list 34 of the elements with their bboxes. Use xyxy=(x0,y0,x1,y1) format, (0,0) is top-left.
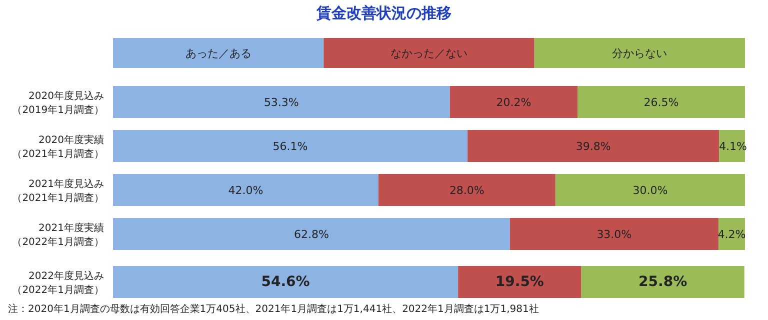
data-label: 39.8% xyxy=(576,140,611,153)
bar xyxy=(510,218,718,250)
bar xyxy=(468,130,720,162)
bar xyxy=(450,86,578,118)
y-tick-label: 2021年度見込み（2021年1月調査） xyxy=(12,178,104,204)
data-label: 33.0% xyxy=(596,228,632,241)
bar xyxy=(555,174,745,206)
data-label: 62.8% xyxy=(294,228,329,241)
y-tick-label: 2022年度見込み（2022年1月調査） xyxy=(12,270,104,296)
data-label: 26.5% xyxy=(644,96,679,109)
data-label: 53.3% xyxy=(264,96,299,109)
y-tick-label: 2021年度実績（2022年1月調査） xyxy=(12,222,104,248)
data-label: 30.0% xyxy=(632,184,668,197)
bar xyxy=(113,218,510,250)
text: あった／ある xyxy=(185,47,252,60)
y-tick-label: 2020年度実績（2021年1月調査） xyxy=(12,134,104,160)
bar xyxy=(113,130,468,162)
bar xyxy=(578,86,745,118)
data-label: 54.6% xyxy=(261,274,310,290)
text: なかった／ない xyxy=(390,47,468,60)
bar xyxy=(378,174,556,206)
text: 分からない xyxy=(612,47,668,60)
data-label: 4.2% xyxy=(718,228,746,241)
data-label: 19.5% xyxy=(495,274,544,290)
data-label: 25.8% xyxy=(638,274,688,290)
y-tick-label: 2020年度見込み（2019年1月調査） xyxy=(12,90,104,116)
annotation: 注：2020年1月調査の母数は有効回答企業1万405社、2021年1月調査は1万1,441社、2022年1月調査は1万1,981社 xyxy=(8,303,539,315)
bar xyxy=(113,86,450,118)
data-label: 20.2% xyxy=(496,96,532,109)
data-label: 28.0% xyxy=(449,184,484,197)
data-label: 42.0% xyxy=(228,184,264,197)
data-label: 56.1% xyxy=(272,140,308,153)
bar xyxy=(113,174,378,206)
chart-title: 賃金改善状況の推移 xyxy=(316,4,452,22)
